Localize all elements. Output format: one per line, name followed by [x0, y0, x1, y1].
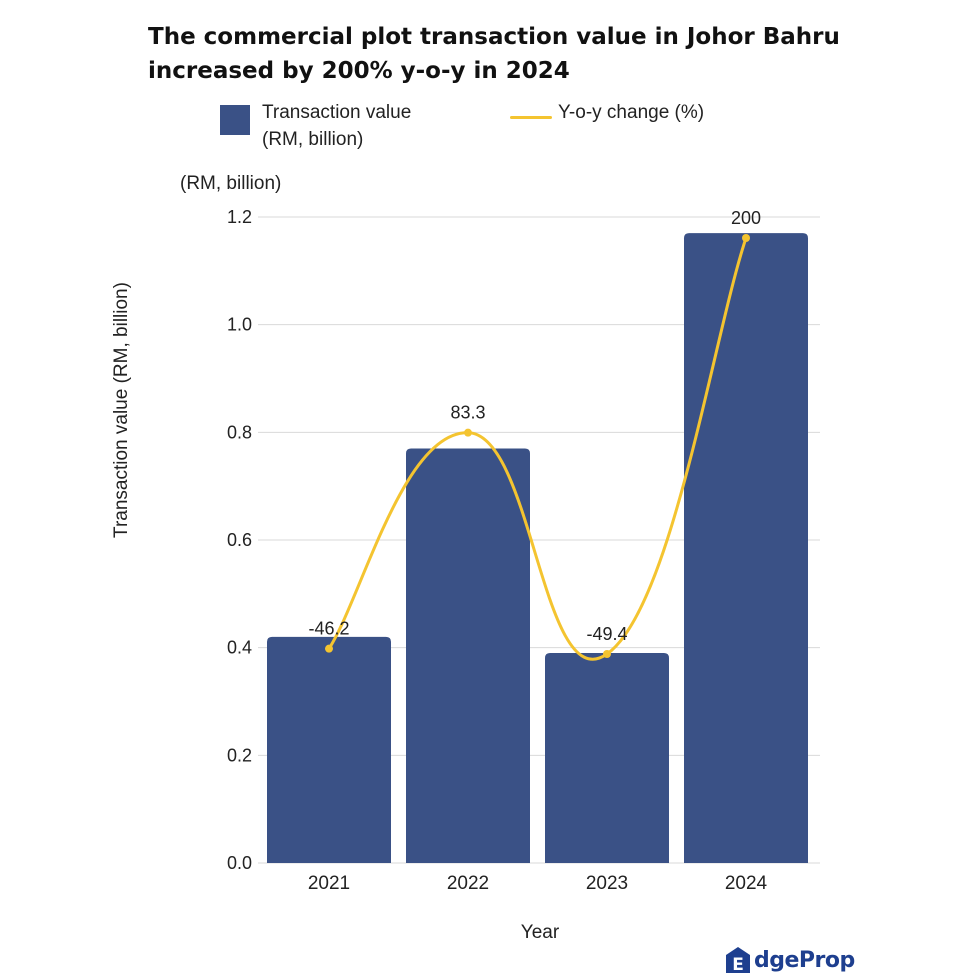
legend-bar-label-line-1: Transaction value: [262, 102, 412, 123]
yoy-data-label: 83.3: [450, 403, 485, 423]
y-tick-label: 0.2: [227, 745, 252, 765]
y-tick-label: 0.8: [227, 422, 252, 442]
chart-title-line-2: increased by 200% y-o-y in 2024: [148, 58, 570, 84]
chart-plot: 0.0 0.2 0.4 0.6 0.8 1.0 1.2 2021 2022 2023 2024 -…: [227, 207, 820, 894]
bar-series: [267, 233, 808, 863]
yoy-data-label: 200: [731, 208, 761, 228]
edgeprop-logo: E dgeProp: [724, 944, 855, 976]
y-tick-label: 1.0: [227, 315, 252, 335]
x-tick-label: 2021: [308, 873, 350, 894]
legend-bar-label-line-2: (RM, billion): [262, 129, 364, 150]
y-tick-label: 0.6: [227, 530, 252, 550]
line-data-labels: -46.2 83.3 -49.4 200: [308, 208, 761, 644]
legend-line-swatch: [510, 116, 552, 119]
bar-2023: [545, 653, 669, 863]
yoy-data-label: -46.2: [308, 619, 349, 639]
x-axis-title: Year: [520, 922, 560, 943]
y-tick-label: 0.0: [227, 853, 252, 873]
bar-2024: [684, 233, 808, 863]
yoy-point-2024: [742, 234, 750, 242]
y-axis-unit-label: (RM, billion): [180, 173, 282, 194]
y-axis-ticks: 0.0 0.2 0.4 0.6 0.8 1.0 1.2: [227, 207, 252, 873]
chart-title-line-1: The commercial plot transaction value in…: [148, 24, 840, 50]
yoy-data-label: -49.4: [586, 624, 627, 644]
line-series: [325, 234, 750, 661]
bar-2022: [406, 448, 530, 863]
yoy-line: [327, 236, 748, 661]
legend-line-label: Y-o-y change (%): [558, 102, 705, 123]
legend-bar-swatch: [220, 105, 250, 135]
y-tick-label: 0.4: [227, 638, 252, 658]
y-tick-label: 1.2: [227, 207, 252, 227]
edgeprop-logo-letter: E: [732, 955, 744, 975]
yoy-point-2021: [325, 644, 333, 653]
x-tick-label: 2022: [447, 873, 489, 894]
x-tick-label: 2024: [725, 873, 768, 894]
yoy-point-2022: [464, 428, 472, 437]
chart-title: The commercial plot transaction value in…: [148, 20, 928, 88]
edgeprop-logo-icon: E: [726, 947, 750, 975]
legend-bar-label: Transaction value (RM, billion): [262, 99, 411, 153]
x-axis-ticks: 2021 2022 2023 2024: [308, 873, 768, 894]
bar-2021: [267, 636, 391, 863]
edgeprop-logo-text: dgeProp: [754, 947, 855, 973]
x-tick-label: 2023: [586, 873, 628, 894]
yoy-point-2023: [603, 649, 611, 658]
